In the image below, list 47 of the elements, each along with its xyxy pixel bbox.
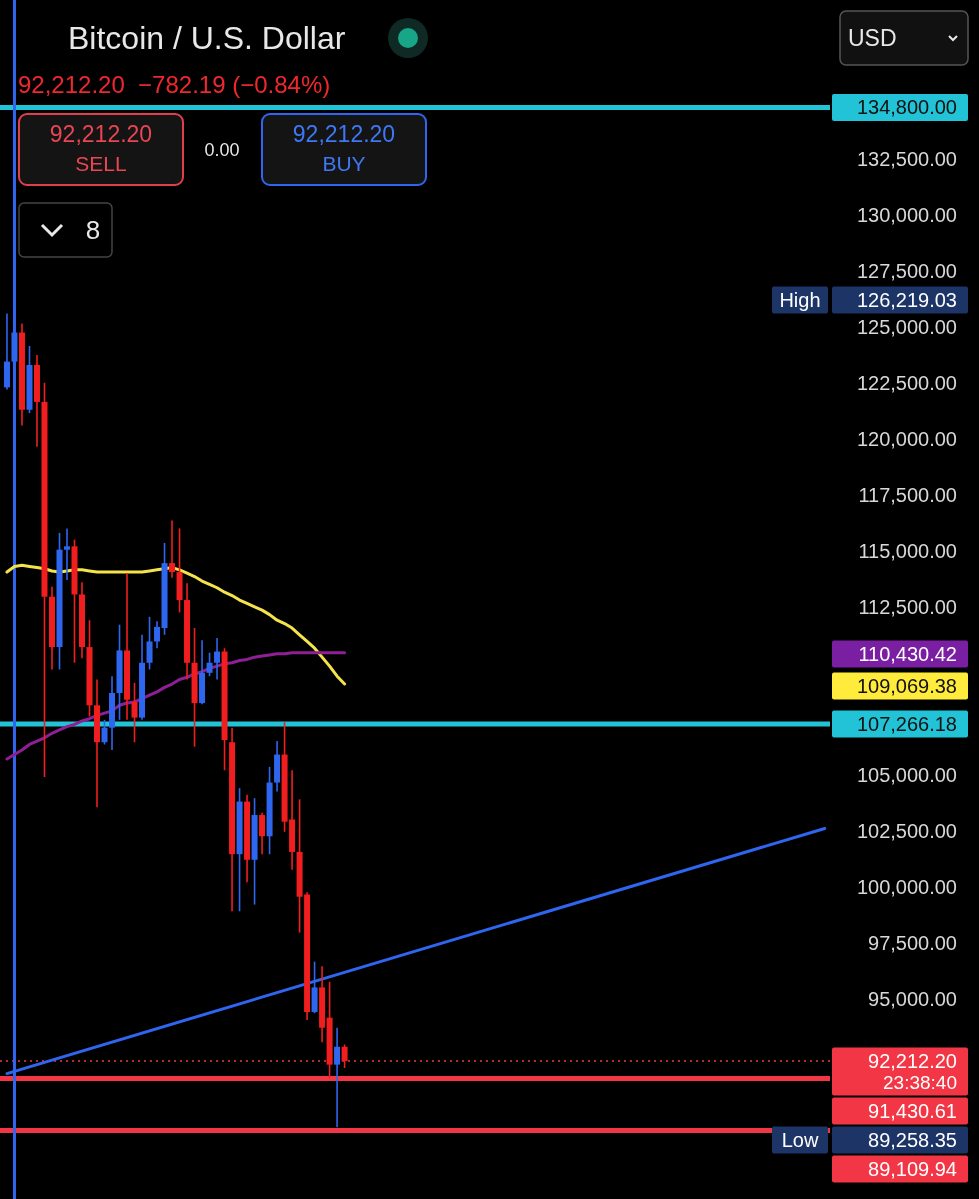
y-tick-label: 130,000.00 (856, 203, 957, 226)
annotation: 0.00 (204, 140, 240, 161)
candlestick (259, 811, 266, 855)
y-tick-label: 97,500.00 (868, 931, 957, 954)
annotation: 8 (85, 215, 101, 246)
y-tick-label: 125,000.00 (856, 315, 957, 338)
candlestick (334, 1026, 341, 1128)
text: USD (848, 25, 897, 52)
candlestick (64, 527, 70, 581)
annotation: Low (781, 1129, 819, 1152)
annotation: High (779, 289, 821, 311)
candlestick (341, 1043, 348, 1069)
annotation: 92,212.20 (49, 121, 153, 148)
text: 23:38:40 (883, 1072, 957, 1094)
text: 110,430.42 (858, 643, 957, 665)
y-tick-label: 100,000.00 (856, 875, 957, 898)
text: 92,212.20 −782.19 (−0.84%) (18, 71, 331, 99)
ref-line-label: 91,430.61 (868, 1100, 957, 1123)
text: 109,069.38 (856, 675, 957, 697)
line-series (5, 563, 347, 686)
text: 89,258.35 (868, 1129, 957, 1152)
candlestick (206, 651, 213, 677)
candlestick (146, 616, 153, 671)
y-tick-label: 132,500.00 (856, 147, 957, 170)
annotation: BUY (322, 152, 366, 176)
annotation: 92,212.20 (292, 121, 396, 148)
candlestick (154, 620, 161, 649)
y-tick-label: 117,500.00 (858, 483, 957, 506)
y-tick-label: 95,000.00 (868, 987, 957, 1010)
candlestick (169, 519, 176, 579)
candlestick (101, 719, 108, 746)
annotation: SELL (75, 152, 127, 176)
y-tick-label: 115,000.00 (858, 539, 957, 562)
y-tick-label: 120,000.00 (856, 427, 957, 450)
candlestick (131, 682, 138, 744)
text: 126,219.03 (856, 289, 957, 311)
y-tick-label: 102,500.00 (856, 819, 957, 842)
y-tick-label: 112,500.00 (858, 595, 957, 618)
ref-line-label: 89,109.94 (868, 1158, 957, 1181)
text: Bitcoin / U.S. Dollar (68, 20, 346, 57)
ref-line-label: 107,266.18 (856, 712, 957, 735)
y-tick-label: 127,500.00 (856, 259, 957, 282)
candlestick (214, 637, 221, 681)
ref-line-label: 134,800.00 (856, 96, 957, 119)
ref-line-label: 92,212.20 (868, 1050, 957, 1073)
y-tick-label: 105,000.00 (856, 763, 957, 786)
y-tick-label: 122,500.00 (856, 371, 957, 394)
